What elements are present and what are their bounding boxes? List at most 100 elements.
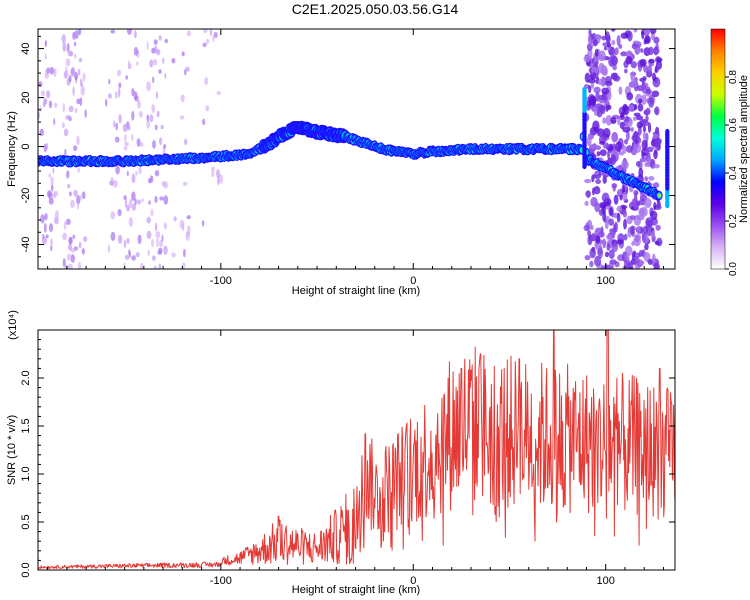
noise-blob xyxy=(62,232,68,241)
snr-x-tick-label: 100 xyxy=(597,575,615,587)
noise-blob xyxy=(592,96,596,107)
noise-blob xyxy=(128,198,133,209)
noise-blob xyxy=(653,133,659,139)
noise-blob xyxy=(644,243,649,251)
noise-blob xyxy=(53,102,58,108)
noise-blob xyxy=(604,221,609,230)
noise-blob xyxy=(146,216,151,224)
noise-blob xyxy=(651,90,660,98)
noise-blob xyxy=(62,42,67,52)
noise-blob xyxy=(636,225,641,235)
noise-blob xyxy=(203,29,208,34)
noise-blob xyxy=(653,202,657,211)
noise-blob xyxy=(39,128,44,137)
noise-blob xyxy=(139,142,144,147)
noise-blob xyxy=(184,138,188,146)
noise-blob xyxy=(598,209,604,216)
noise-blob xyxy=(643,29,649,34)
noise-blob xyxy=(605,38,610,44)
noise-blob xyxy=(652,182,660,188)
noise-blob xyxy=(134,30,137,39)
noise-blob xyxy=(609,207,613,216)
noise-blob xyxy=(201,220,205,227)
noise-blob xyxy=(78,241,82,249)
noise-blob xyxy=(624,115,630,122)
noise-blob xyxy=(163,195,169,205)
noise-blob xyxy=(53,190,59,197)
noise-blob xyxy=(598,78,603,86)
noise-blob xyxy=(50,245,53,251)
noise-blob xyxy=(126,29,132,35)
noise-blob xyxy=(164,38,168,44)
noise-blob xyxy=(67,114,72,122)
noise-blob xyxy=(77,202,80,210)
noise-blob xyxy=(154,265,157,269)
noise-blob xyxy=(66,43,70,53)
noise-blob xyxy=(593,86,601,94)
noise-blob xyxy=(68,237,73,245)
noise-blob xyxy=(644,176,648,182)
spectrogram-frame xyxy=(37,28,676,270)
noise-blob xyxy=(595,75,600,85)
noise-blob xyxy=(146,81,152,92)
noise-blob xyxy=(650,230,656,238)
noise-blob xyxy=(622,210,628,218)
noise-blob xyxy=(73,145,78,152)
noise-blob xyxy=(126,238,130,244)
noise-blob xyxy=(645,217,653,227)
noise-blob xyxy=(638,167,644,178)
noise-blob xyxy=(163,222,168,230)
noise-blob xyxy=(50,238,53,247)
noise-blob xyxy=(137,99,141,109)
noise-blob xyxy=(152,58,158,66)
noise-blob xyxy=(638,207,645,217)
noise-blob xyxy=(77,68,81,76)
noise-blob xyxy=(630,61,637,69)
noise-blob xyxy=(626,92,634,101)
noise-blob xyxy=(636,121,643,129)
noise-blob xyxy=(625,253,630,261)
noise-blob xyxy=(217,177,220,186)
noise-blob xyxy=(107,93,112,99)
noise-blob xyxy=(110,211,116,220)
noise-blob xyxy=(205,38,210,44)
noise-blob xyxy=(74,53,77,59)
colorbar-tick-label: 0.4 xyxy=(728,166,739,180)
noise-blob xyxy=(620,51,628,57)
noise-blob xyxy=(619,194,623,201)
noise-blob xyxy=(135,252,140,258)
noise-blob xyxy=(74,107,78,114)
noise-blob xyxy=(634,43,641,55)
noise-blob xyxy=(117,209,122,217)
noise-blob xyxy=(613,194,619,205)
noise-blob xyxy=(618,44,623,49)
noise-blob xyxy=(594,48,599,57)
noise-blob xyxy=(616,212,621,223)
noise-blob xyxy=(588,85,592,94)
noise-blob xyxy=(156,49,161,56)
snr-y-tick-label: 1.0 xyxy=(20,466,32,481)
noise-blob xyxy=(592,39,598,46)
noise-blob xyxy=(592,187,595,196)
snr-y-tick-label: 0.0 xyxy=(20,562,32,577)
noise-blob xyxy=(596,151,601,157)
noise-blob xyxy=(39,106,42,112)
noise-blob xyxy=(647,146,654,153)
noise-blob xyxy=(202,118,206,126)
noise-blob xyxy=(652,72,656,82)
colorbar-label: Normalized spectral amplitude xyxy=(738,75,750,223)
noise-blob xyxy=(186,30,192,37)
noise-blob xyxy=(136,138,141,147)
noise-blob xyxy=(124,198,128,208)
noise-blob xyxy=(53,118,56,126)
noise-blob xyxy=(128,217,134,227)
noise-blob xyxy=(81,248,86,255)
noise-blob xyxy=(146,230,152,240)
noise-blob xyxy=(212,34,215,43)
noise-blob xyxy=(608,55,615,67)
noise-blob xyxy=(641,152,645,160)
noise-blob xyxy=(180,94,185,103)
noise-blob xyxy=(639,77,647,82)
noise-blob xyxy=(44,73,49,79)
noise-blob xyxy=(124,254,130,260)
